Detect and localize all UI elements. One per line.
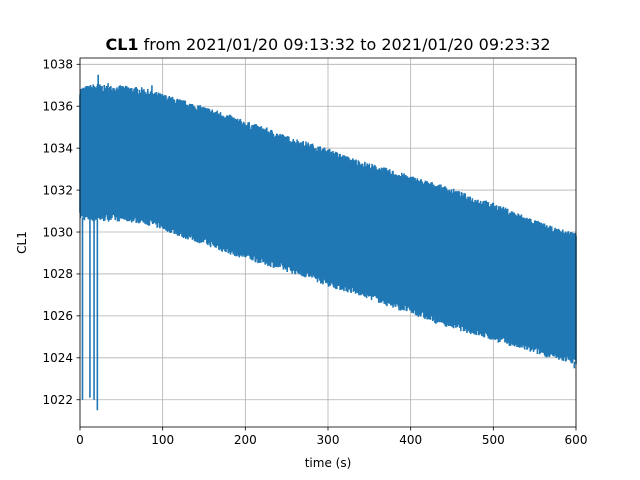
x-tick-label: 600 — [565, 433, 588, 447]
x-tick-label: 500 — [482, 433, 505, 447]
x-tick-label: 300 — [317, 433, 340, 447]
x-axis: 0 100 200 300 400 500 600 — [76, 427, 587, 447]
x-axis-label: time (s) — [305, 456, 352, 470]
plot-area — [79, 74, 577, 411]
y-tick-label: 1026 — [42, 309, 73, 323]
y-tick-label: 1022 — [42, 393, 73, 407]
y-tick-label: 1028 — [42, 267, 73, 281]
chart-title-rest: from 2021/01/20 09:13:32 to 2021/01/20 0… — [139, 35, 551, 54]
y-axis: 1022 1024 1026 1028 1030 1032 1034 1036 1038 — [42, 58, 80, 407]
x-tick-label: 0 — [76, 433, 84, 447]
y-axis-label: CL1 — [15, 231, 29, 254]
chart-title-bold: CL1 — [105, 35, 138, 54]
x-tick-label: 200 — [234, 433, 257, 447]
y-tick-label: 1030 — [42, 225, 73, 239]
y-tick-label: 1038 — [42, 58, 73, 72]
y-tick-label: 1024 — [42, 351, 73, 365]
y-tick-label: 1034 — [42, 141, 73, 155]
x-tick-label: 400 — [399, 433, 422, 447]
y-tick-label: 1032 — [42, 183, 73, 197]
chart-title: CL1 from 2021/01/20 09:13:32 to 2021/01/… — [105, 35, 550, 54]
y-tick-label: 1036 — [42, 100, 73, 114]
x-tick-label: 100 — [151, 433, 174, 447]
